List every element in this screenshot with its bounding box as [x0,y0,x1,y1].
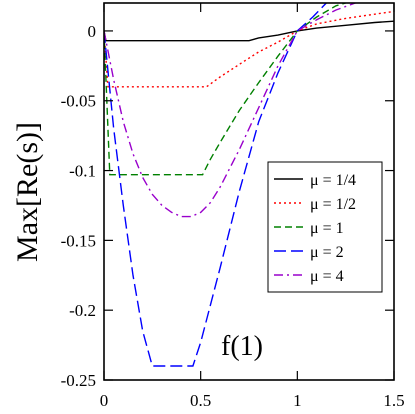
series-line-5 [104,3,356,218]
legend-label-3: μ = 1 [310,220,344,237]
y-axis-label: Max[Re(s)] [11,122,44,262]
plot-frame [103,2,395,381]
legend-label-2: μ = 1/2 [310,196,356,213]
y-tick-label: -0.25 [61,371,96,390]
legend-label-1: μ = 1/4 [310,172,356,189]
legend-label-5: μ = 4 [310,268,344,285]
ticks-layer: 0 0.5 1 1.5 0 -0.05 -0.1 -0.15 -0.2 -0.25 [61,3,405,410]
y-tick-label: 0 [88,22,97,41]
series-layer [104,3,394,367]
series-line-1 [104,20,394,42]
series-line-2 [104,10,394,88]
legend: μ = 1/4 μ = 1/2 μ = 1 μ = 2 μ = 4 [267,161,383,293]
x-tick-label: 0.5 [190,391,211,410]
y-tick-label: -0.1 [69,162,96,181]
chart-annotation: f(1) [221,331,263,362]
x-tick-label: 1 [293,391,302,410]
legend-label-4: μ = 2 [310,244,344,261]
x-tick-label: 0 [100,391,109,410]
y-tick-label: -0.05 [61,92,96,111]
series-line-4 [104,3,327,367]
y-tick-label: -0.15 [61,231,96,250]
y-tick-label: -0.2 [69,301,96,320]
series-line-3 [104,3,346,176]
x-tick-label: 1.5 [383,391,404,410]
